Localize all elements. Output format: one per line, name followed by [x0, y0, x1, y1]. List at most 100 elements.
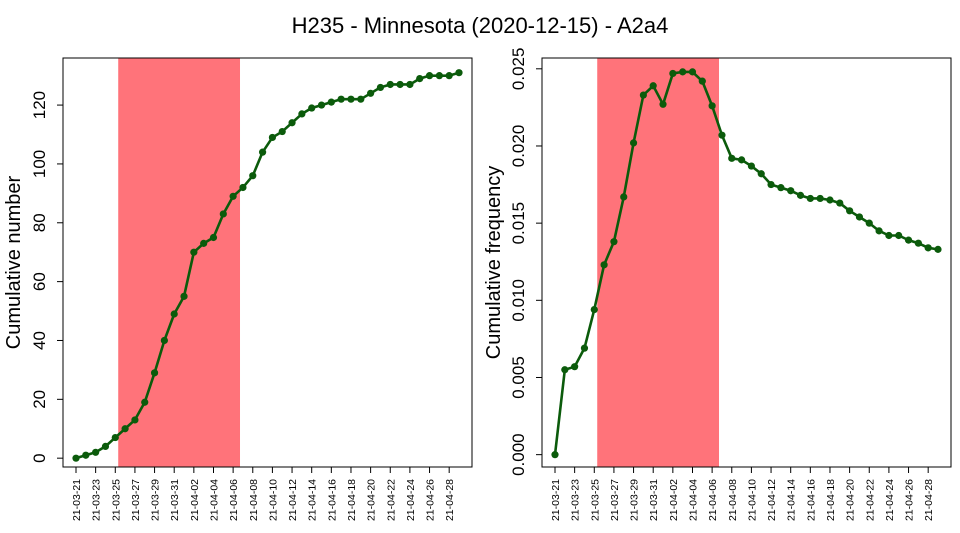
y-axis-label: Cumulative number — [3, 175, 25, 349]
data-point — [72, 454, 80, 462]
data-point — [620, 193, 628, 201]
data-point — [111, 433, 119, 442]
y-tick-label: 80 — [30, 213, 49, 232]
data-point — [610, 238, 618, 246]
data-point — [258, 148, 267, 156]
data-point — [846, 207, 854, 215]
data-point — [288, 119, 296, 127]
data-point — [357, 95, 365, 103]
data-point — [308, 104, 316, 112]
y-axis-label: Cumulative frequency — [483, 166, 505, 359]
x-tick-label: 21-04-12 — [287, 479, 299, 521]
y-tick-label: 0.000 — [509, 433, 528, 476]
x-tick-label: 21-03-29 — [629, 479, 641, 521]
data-point — [160, 336, 168, 345]
plot-frame — [541, 57, 952, 468]
x-tick-label: 21-04-08 — [727, 479, 739, 521]
data-point — [551, 451, 559, 459]
data-point — [580, 344, 589, 352]
data-point — [885, 231, 893, 240]
data-point — [268, 133, 277, 142]
data-point — [200, 239, 208, 247]
y-tick-label: 0.005 — [509, 356, 528, 399]
data-point — [728, 154, 736, 162]
data-point — [816, 194, 824, 203]
x-tick-label: 21-04-06 — [228, 479, 240, 521]
data-point — [718, 131, 726, 139]
data-point — [904, 236, 913, 244]
x-tick-label: 21-03-23 — [570, 479, 582, 521]
data-point — [796, 191, 805, 199]
data-point — [239, 183, 247, 192]
x-tick-label: 21-04-26 — [904, 479, 916, 521]
x-tick-label: 21-04-06 — [707, 479, 719, 521]
x-tick-label: 21-04-12 — [766, 479, 778, 521]
x-tick-label: 21-04-20 — [366, 479, 378, 521]
data-point — [777, 184, 785, 192]
data-point — [455, 69, 463, 77]
x-tick-label: 21-04-24 — [884, 479, 896, 521]
x-tick-label: 21-03-29 — [150, 479, 162, 521]
series-line — [75, 71, 460, 460]
x-tick-label: 21-04-04 — [208, 479, 220, 521]
right-panel-cumulative-frequency: 0.000 0.005 0.010 0.015 0.020 0.025 Cumulative… — [483, 48, 952, 521]
data-point — [190, 248, 198, 256]
x-tick-label: 21-03-25 — [589, 479, 601, 521]
x-tick-label: 21-04-22 — [385, 479, 397, 521]
data-point — [317, 101, 326, 109]
data-point — [82, 451, 90, 459]
x-tick-label: 21-03-25 — [110, 479, 122, 521]
data-point — [376, 83, 385, 92]
data-point — [787, 187, 795, 195]
data-point — [347, 95, 355, 103]
data-point — [679, 68, 687, 76]
x-tick-label: 21-04-16 — [805, 479, 817, 521]
data-point — [141, 398, 149, 406]
data-point — [150, 369, 159, 377]
data-point — [669, 69, 677, 78]
data-point — [416, 74, 424, 83]
data-point — [659, 100, 667, 108]
data-point — [855, 213, 864, 221]
data-point — [806, 194, 814, 203]
data-point — [757, 170, 765, 178]
data-point — [445, 72, 453, 80]
data-point — [629, 139, 638, 147]
x-tick-label: 21-03-21 — [550, 479, 562, 521]
data-point — [425, 72, 434, 80]
x-tick-label: 21-04-14 — [307, 479, 319, 521]
plot-frame — [62, 57, 473, 468]
data-point — [895, 231, 903, 240]
data-point — [131, 416, 139, 424]
data-point — [121, 425, 129, 433]
y-tick-label: 0.020 — [509, 125, 528, 168]
x-tick-label: 21-04-20 — [845, 479, 857, 521]
highlight-band — [118, 58, 241, 467]
data-point — [92, 448, 100, 456]
y-tick-label: 0.025 — [509, 48, 528, 91]
chart-title: H235 - Minnesota (2020-12-15) - A2a4 — [292, 13, 669, 38]
x-tick-label: 21-03-31 — [169, 479, 181, 521]
x-tick-label: 21-03-27 — [609, 479, 621, 521]
data-point — [278, 127, 286, 136]
data-point — [337, 95, 345, 103]
data-point — [180, 292, 188, 300]
data-point — [170, 310, 178, 318]
data-point — [875, 227, 883, 235]
data-point — [367, 89, 375, 97]
data-point — [767, 180, 775, 189]
x-tick-label: 21-04-28 — [923, 479, 935, 521]
data-point — [229, 192, 237, 200]
y-tick-label: 0.010 — [509, 279, 528, 322]
y-tick-label: 40 — [30, 331, 49, 350]
data-point — [396, 80, 404, 89]
highlight-band — [597, 58, 720, 467]
x-tick-label: 21-04-18 — [825, 479, 837, 521]
x-tick-label: 21-04-10 — [267, 479, 279, 521]
left-panel-cumulative-number: 0 20 40 60 80 100 120 Cumulative number 21-03-21… — [3, 57, 473, 521]
x-tick-label: 21-03-31 — [648, 479, 660, 521]
data-point — [435, 72, 443, 80]
data-point — [571, 363, 579, 371]
data-point — [708, 102, 716, 110]
